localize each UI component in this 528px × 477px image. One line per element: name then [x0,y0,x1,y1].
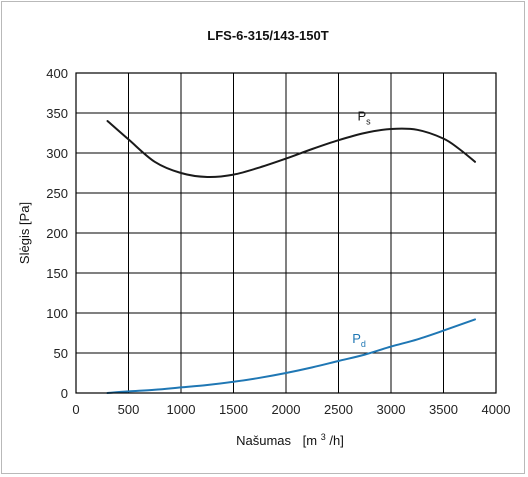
x-tick-label: 500 [118,402,140,417]
series-line-Pd [106,318,476,394]
y-tick-label: 50 [54,346,68,361]
x-axis-label: Našumas [m 3 /h] [236,428,344,448]
x-tick-label: 4000 [482,402,511,417]
y-tick-label: 400 [46,66,68,81]
series-labels: Ps Pd [352,108,371,349]
y-tick-label: 200 [46,226,68,241]
x-axis-unit-suffix: /h] [329,433,343,448]
x-tick-label: 3500 [429,402,458,417]
x-tick-label: 0 [72,402,79,417]
series-label-Ps: Ps [358,108,372,126]
x-axis-unit-prefix: [m [303,433,317,448]
y-tick-labels: 0 50 100 150 200 250 300 350 400 [46,66,68,401]
curves [106,120,476,394]
x-axis-name: Našumas [236,433,291,448]
x-tick-label: 3000 [377,402,406,417]
y-tick-label: 100 [46,306,68,321]
y-tick-label: 0 [61,386,68,401]
y-tick-label: 250 [46,186,68,201]
chart-title: LFS-6-315/143-150T [207,28,328,43]
x-tick-label: 1000 [167,402,196,417]
grid [75,72,497,394]
x-tick-label: 1500 [219,402,248,417]
x-axis-unit-sup: 3 [321,432,326,442]
x-tick-label: 2000 [272,402,301,417]
y-tick-label: 300 [46,146,68,161]
y-tick-label: 150 [46,266,68,281]
x-tick-labels: 0 500 1000 1500 2000 2500 3000 3500 4000 [72,402,510,417]
series-line-Ps [106,120,476,179]
series-label-Pd: Pd [352,331,366,349]
y-axis-label: Slėgis [Pa] [17,202,32,264]
x-tick-label: 2500 [324,402,353,417]
plot-area [75,72,497,394]
y-tick-label: 350 [46,106,68,121]
